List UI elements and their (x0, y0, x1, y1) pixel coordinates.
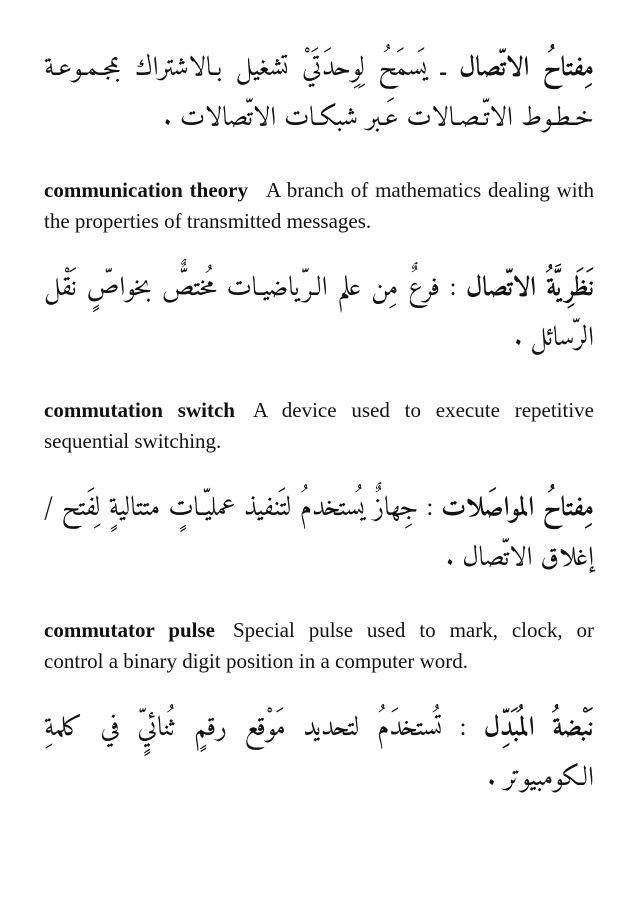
arabic-block: مِفتاحُ الاتّصال ـ يَسمَحُ لِوِحدَتَيْ ت… (44, 45, 594, 145)
english-block: communication theoryA branch of mathemat… (44, 175, 594, 238)
english-term: commutation switch (44, 398, 235, 422)
arabic-separator: : (419, 486, 442, 533)
english-term: communication theory (44, 178, 248, 202)
dictionary-page: مِفتاحُ الاتّصال ـ يَسمَحُ لِوِحدَتَيْ ت… (0, 0, 638, 900)
arabic-block: نَبْضةُ المُبَدِّل : تُستخدَمُ لتحديد مَ… (44, 705, 594, 805)
arabic-separator: : (440, 266, 466, 313)
english-term: commutator pulse (44, 618, 215, 642)
english-block: commutation switchA device used to execu… (44, 395, 594, 458)
entry-commutator-pulse: commutator pulseSpecial pulse used to ma… (44, 615, 594, 805)
arabic-block: نَظَرِيَّةُ الاتّصال : فرعٌ مِن علم الـر… (44, 265, 594, 365)
entry-commutation-switch: commutation switchA device used to execu… (44, 395, 594, 585)
english-block: commutator pulseSpecial pulse used to ma… (44, 615, 594, 678)
arabic-term: نَبْضةُ المُبَدِّل (484, 706, 594, 753)
arabic-separator: : (442, 706, 483, 753)
arabic-separator: ـ (427, 46, 459, 93)
entry-communication-switch: مِفتاحُ الاتّصال ـ يَسمَحُ لِوِحدَتَيْ ت… (44, 45, 594, 145)
arabic-block: مِفتاحُ المواصَلات : جِهازٌ يُستخدمُ لتَ… (44, 485, 594, 585)
entry-communication-theory: communication theoryA branch of mathemat… (44, 175, 594, 365)
arabic-term: نَظَرِيَّةُ الاتّصال (466, 266, 594, 313)
arabic-term: مِفتاحُ المواصَلات (441, 486, 594, 533)
arabic-term: مِفتاحُ الاتّصال (459, 46, 594, 93)
